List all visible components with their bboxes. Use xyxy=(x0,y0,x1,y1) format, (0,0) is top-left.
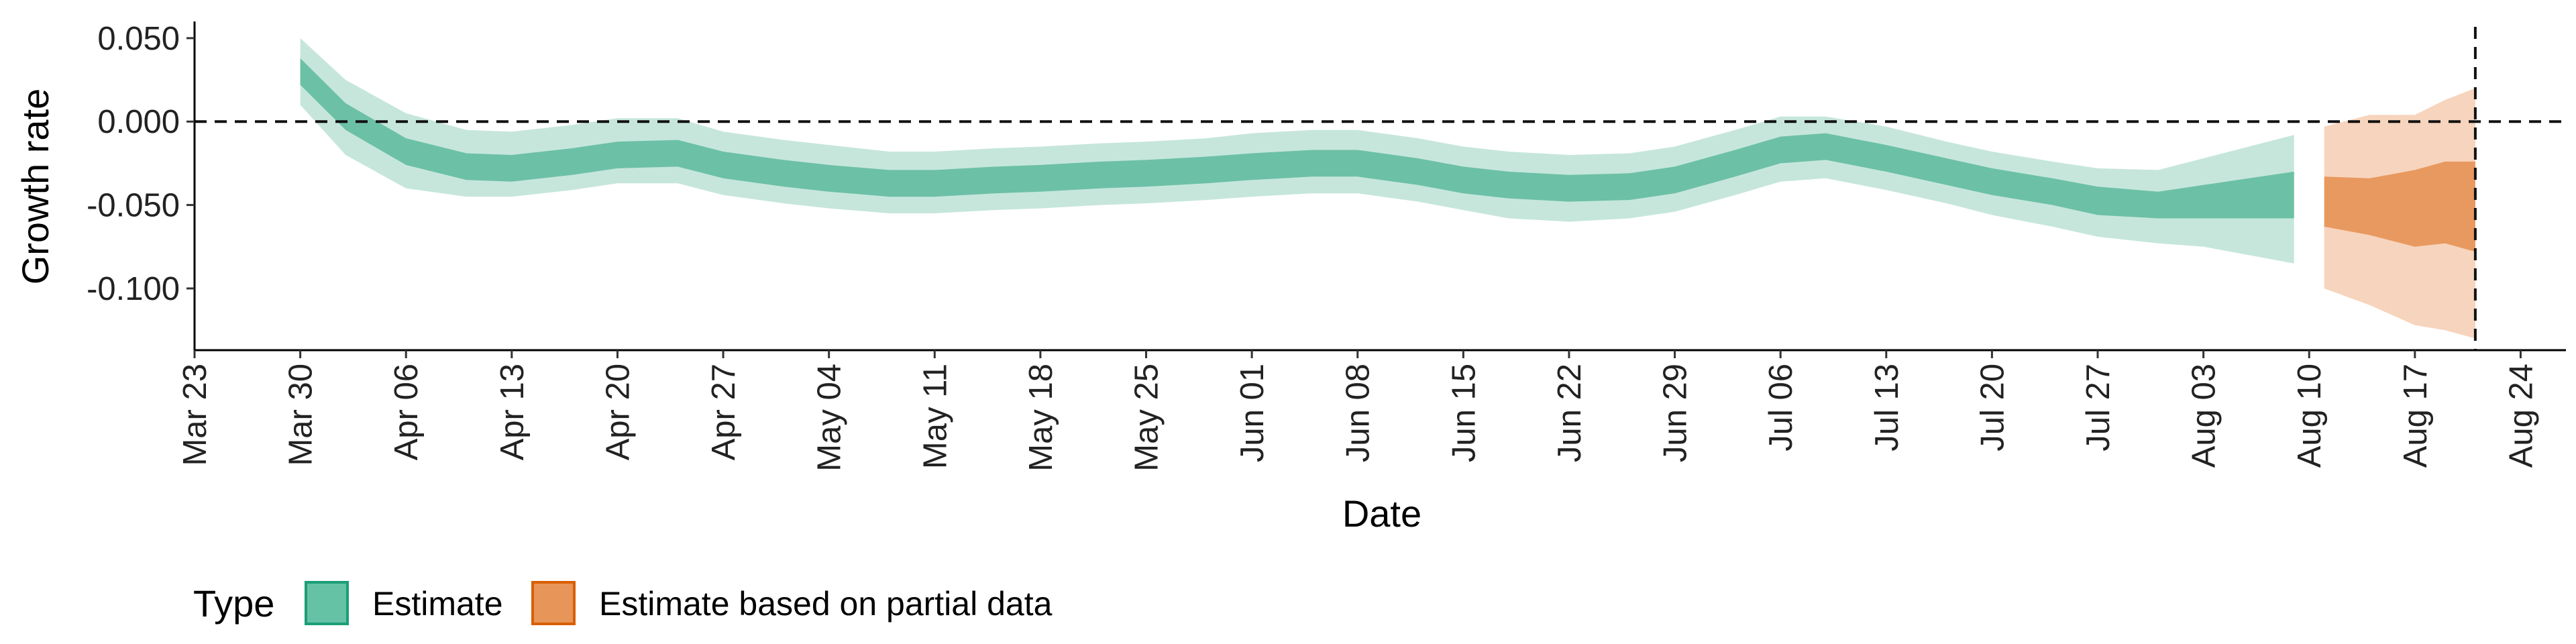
x-tick-label: Mar 30 xyxy=(283,364,319,466)
uncertainty-bands xyxy=(300,38,2475,339)
y-axis-title: Growth rate xyxy=(14,89,56,285)
x-tick-label: Aug 03 xyxy=(2186,364,2222,468)
x-tick-label: Apr 13 xyxy=(494,364,531,460)
partial-data-inner-band xyxy=(2324,161,2475,252)
x-tick-label: Jul 20 xyxy=(1974,364,2010,451)
x-tick-label: Jul 27 xyxy=(2080,364,2116,451)
legend-title: Type xyxy=(193,582,274,625)
x-tick-label: Jul 06 xyxy=(1763,364,1799,451)
x-tick-label: Jun 29 xyxy=(1658,364,1694,462)
x-tick-label: May 25 xyxy=(1129,364,1165,472)
x-tick-label: Apr 06 xyxy=(388,364,425,460)
y-tick-label: 0.000 xyxy=(97,104,180,140)
x-tick-label: Jun 08 xyxy=(1340,364,1377,462)
y-tick-label: 0.050 xyxy=(97,21,180,57)
x-tick-label: Jun 22 xyxy=(1552,364,1588,462)
x-tick-label: May 18 xyxy=(1023,364,1059,472)
x-tick-label: Aug 17 xyxy=(2398,364,2434,468)
x-tick-label: Jul 13 xyxy=(1869,364,1905,451)
legend-label-partial: Estimate based on partial data xyxy=(599,585,1053,623)
x-tick-label: Apr 20 xyxy=(600,364,636,460)
x-tick-label: Aug 10 xyxy=(2292,364,2328,468)
legend-key-estimate xyxy=(305,581,349,625)
x-tick-label: Apr 27 xyxy=(706,364,742,460)
legend: Type Estimate Estimate based on partial … xyxy=(193,581,1053,625)
y-tick-label: -0.100 xyxy=(87,271,180,307)
x-tick-label: May 04 xyxy=(812,364,848,472)
x-tick-label: Jun 01 xyxy=(1234,364,1271,462)
x-tick-label: Jun 15 xyxy=(1446,364,1482,462)
x-tick-label: Mar 23 xyxy=(177,364,213,466)
x-tick-label: May 11 xyxy=(917,364,953,469)
reference-lines xyxy=(195,27,2566,350)
y-axis-ticks: 0.050 0.000 -0.050 -0.100 xyxy=(87,21,195,307)
x-tick-label: Aug 24 xyxy=(2504,364,2540,468)
axes xyxy=(193,21,2566,352)
y-tick-label: -0.050 xyxy=(87,188,180,224)
legend-key-partial xyxy=(531,581,576,625)
estimate-inner-band xyxy=(300,58,2294,219)
x-axis-ticks: Mar 23 Mar 30 Apr 06 Apr 13 Apr 20 Apr 27 May … xyxy=(177,350,2540,472)
x-axis-title: Date xyxy=(1342,492,1421,535)
legend-label-estimate: Estimate xyxy=(372,585,503,623)
